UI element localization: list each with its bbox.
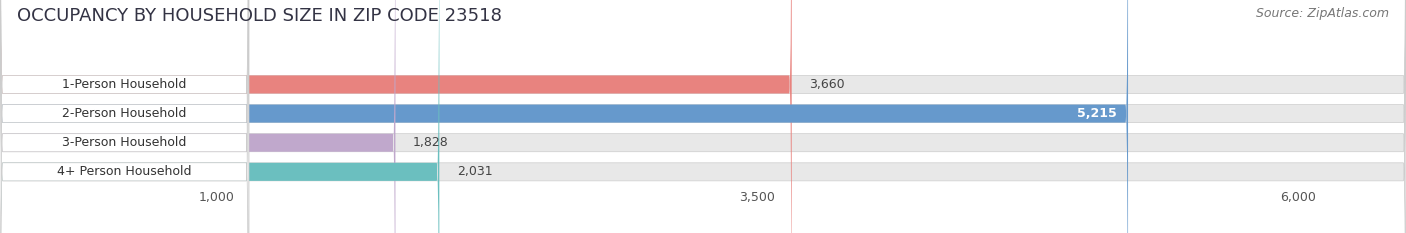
FancyBboxPatch shape bbox=[0, 0, 249, 233]
FancyBboxPatch shape bbox=[0, 0, 1128, 233]
Text: 3,660: 3,660 bbox=[808, 78, 845, 91]
Text: 4+ Person Household: 4+ Person Household bbox=[58, 165, 191, 178]
Text: 3-Person Household: 3-Person Household bbox=[62, 136, 187, 149]
Text: OCCUPANCY BY HOUSEHOLD SIZE IN ZIP CODE 23518: OCCUPANCY BY HOUSEHOLD SIZE IN ZIP CODE … bbox=[17, 7, 502, 25]
FancyBboxPatch shape bbox=[0, 0, 249, 233]
Text: 5,215: 5,215 bbox=[1077, 107, 1118, 120]
Text: 2-Person Household: 2-Person Household bbox=[62, 107, 187, 120]
Text: Source: ZipAtlas.com: Source: ZipAtlas.com bbox=[1256, 7, 1389, 20]
Text: 1,828: 1,828 bbox=[413, 136, 449, 149]
FancyBboxPatch shape bbox=[0, 0, 792, 233]
FancyBboxPatch shape bbox=[0, 0, 249, 233]
Text: 2,031: 2,031 bbox=[457, 165, 492, 178]
FancyBboxPatch shape bbox=[0, 0, 395, 233]
FancyBboxPatch shape bbox=[0, 0, 439, 233]
Text: 1-Person Household: 1-Person Household bbox=[62, 78, 187, 91]
FancyBboxPatch shape bbox=[0, 0, 249, 233]
